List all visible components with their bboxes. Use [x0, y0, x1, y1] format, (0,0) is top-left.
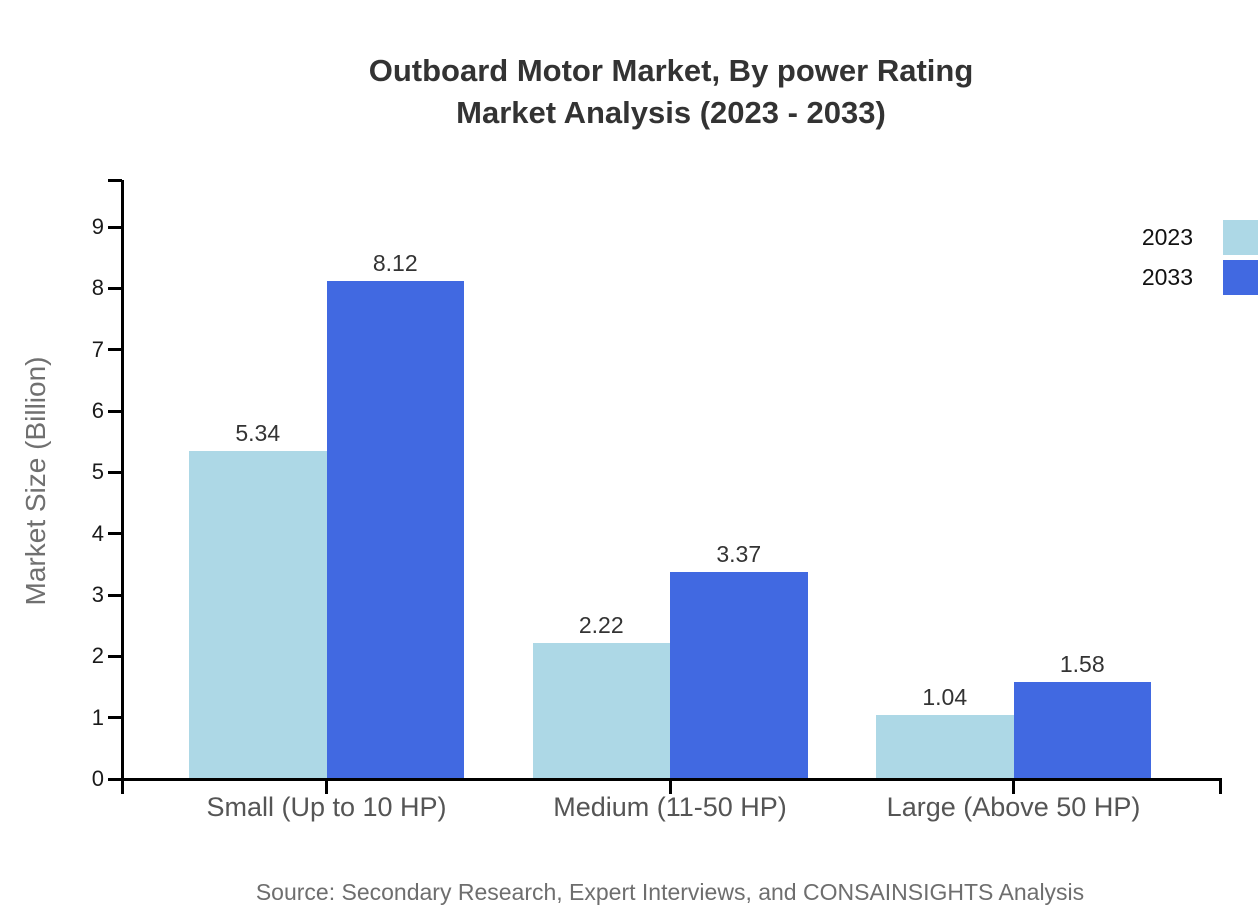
- bar-value-2033-3: 1.58: [1059, 651, 1105, 678]
- y-tick-label-3: 3: [91, 582, 104, 607]
- source-attribution: Source: Secondary Research, Expert Inter…: [255, 879, 1085, 905]
- legend-swatch-2023: [1223, 220, 1258, 255]
- legend-label-2023: 2023: [1141, 224, 1193, 250]
- bar-2033-1: [326, 281, 464, 779]
- y-tick-label-7: 7: [91, 336, 104, 362]
- y-tick-2: [108, 654, 122, 658]
- y-tick-3: [108, 593, 122, 597]
- y-tick-6: [108, 409, 122, 413]
- y-tick-label-1: 1: [91, 704, 104, 730]
- legend-swatch-2033: [1223, 260, 1258, 295]
- chart-title-line2: Market Analysis (2023 - 2033): [456, 95, 886, 130]
- chart-title: Outboard Motor Market, By power Rating M…: [369, 50, 974, 134]
- x-axis-end-tick: [1219, 779, 1222, 794]
- x-tick-2: [668, 779, 672, 794]
- bar-2023-3: [876, 715, 1014, 779]
- y-tick-label-5: 5: [91, 459, 104, 485]
- bar-2023-2: [532, 642, 670, 779]
- bar-value-2033-1: 8.12: [372, 250, 418, 276]
- bar-value-2023-3: 1.04: [922, 684, 968, 711]
- legend-label-2033: 2033: [1141, 264, 1193, 290]
- y-tick-label-2: 2: [91, 643, 104, 669]
- x-tick-3: [1012, 779, 1015, 794]
- bar-2033-3: [1013, 682, 1151, 779]
- y-tick-4: [108, 532, 122, 536]
- x-tick-1: [325, 779, 328, 794]
- chart-title-line1: Outboard Motor Market, By power Rating: [368, 53, 974, 88]
- bar-value-2033-2: 3.37: [716, 541, 762, 568]
- legend-item-2033: 2033: [1142, 260, 1258, 295]
- y-tick-1: [108, 716, 122, 720]
- x-category-label-2: Medium (11-50 HP): [553, 792, 787, 822]
- bar-2033-2: [670, 572, 808, 779]
- x-category-label-1: Small (Up to 10 HP): [206, 792, 447, 822]
- bar-2023-1: [189, 451, 327, 779]
- y-tick-8: [108, 286, 122, 290]
- bar-value-2023-2: 2.22: [578, 611, 624, 638]
- y-tick-label-4: 4: [91, 520, 104, 546]
- y-tick-label-0: 0: [91, 766, 104, 791]
- legend-item-2023: 2023: [1142, 220, 1258, 255]
- x-axis-line: [108, 777, 1222, 781]
- y-tick-9: [108, 225, 122, 229]
- y-axis-top-cap-tick: [108, 178, 122, 182]
- bar-value-2023-1: 5.34: [235, 420, 281, 447]
- y-tick-7: [108, 348, 122, 352]
- y-tick-label-6: 6: [91, 398, 104, 424]
- y-tick-label-8: 8: [91, 275, 104, 301]
- y-axis-line: [120, 180, 124, 794]
- x-category-label-3: Large (Above 50 HP): [886, 792, 1141, 822]
- y-tick-label-9: 9: [91, 214, 104, 240]
- y-tick-5: [108, 470, 122, 474]
